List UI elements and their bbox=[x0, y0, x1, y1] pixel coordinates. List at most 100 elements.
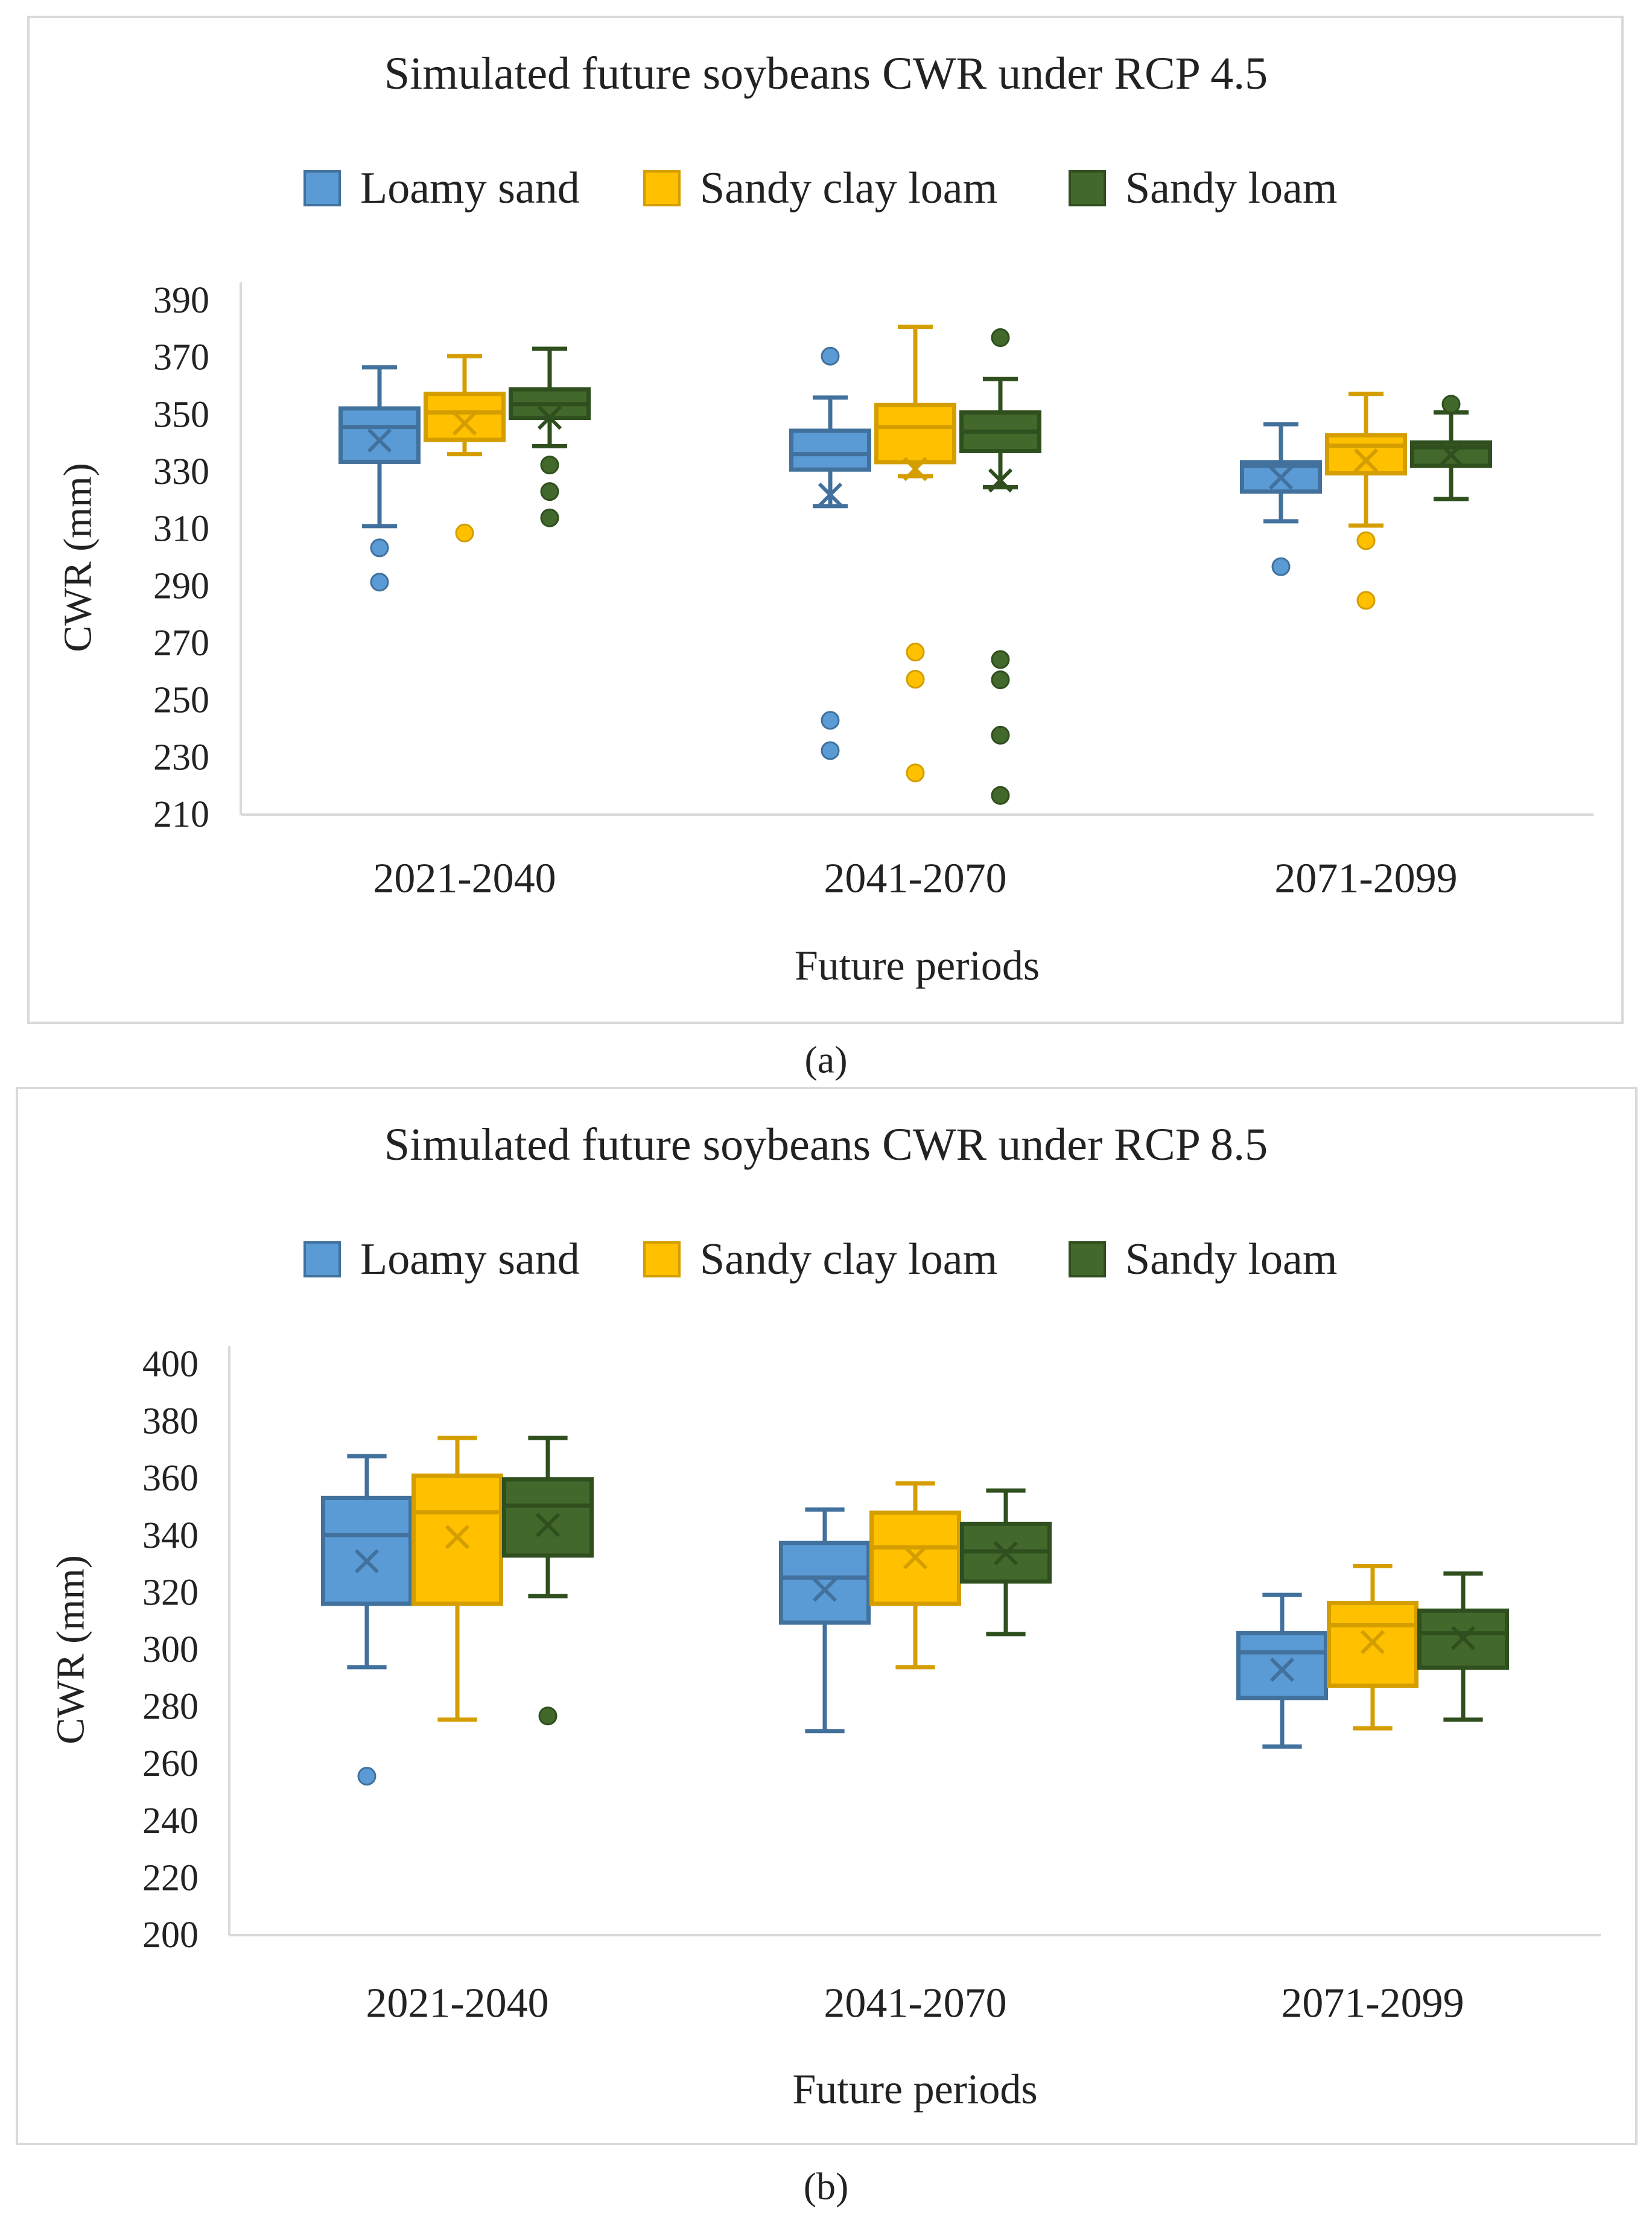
outlier-point bbox=[906, 670, 925, 689]
legend-swatch bbox=[643, 1241, 681, 1277]
x-tick-label: 2021-2040 bbox=[366, 1980, 548, 2027]
box-iqr bbox=[411, 1473, 503, 1606]
legend-swatch bbox=[1069, 170, 1106, 206]
y-tick-label: 340 bbox=[142, 1515, 199, 1556]
mean-marker bbox=[993, 1541, 1018, 1566]
box-sandy-loam-2071-2099 bbox=[1410, 395, 1492, 501]
mean-marker bbox=[1438, 442, 1464, 467]
legend-label: Loamy sand bbox=[360, 164, 580, 213]
outlier-point bbox=[991, 650, 1010, 669]
outlier-point bbox=[370, 538, 389, 558]
mean-marker bbox=[537, 405, 562, 430]
x-tick-label: 2041-2070 bbox=[824, 856, 1006, 902]
x-axis-title: Future periods bbox=[792, 2067, 1037, 2113]
outlier-point bbox=[1271, 557, 1291, 576]
panel-label: (a) bbox=[804, 1038, 847, 1081]
mean-marker bbox=[367, 428, 392, 453]
chart-title: Simulated future soybeans CWR under RCP … bbox=[384, 1119, 1268, 1170]
y-tick-label: 370 bbox=[153, 337, 209, 378]
y-tick-label: 280 bbox=[142, 1687, 199, 1728]
y-tick-label: 200 bbox=[142, 1915, 199, 1956]
x-axis-title: Future periods bbox=[795, 943, 1040, 990]
outlier-point bbox=[821, 741, 840, 760]
box-sandy-loam-2021-2040 bbox=[502, 1436, 594, 1726]
y-tick-label: 210 bbox=[153, 794, 209, 835]
outlier-point bbox=[991, 328, 1010, 348]
mean-marker bbox=[445, 1525, 470, 1550]
chart-frame bbox=[27, 16, 1624, 1024]
y-axis-title: CWR (mm) bbox=[56, 463, 100, 652]
mean-marker bbox=[903, 1545, 928, 1569]
box-sandy-clay-loam-2071-2099 bbox=[1325, 392, 1407, 610]
y-tick-label: 310 bbox=[153, 509, 209, 550]
chart-panel-b: Simulated future soybeans CWR under RCP … bbox=[16, 1087, 1638, 2145]
y-axis-title: CWR (mm) bbox=[49, 1555, 93, 1744]
box-iqr bbox=[424, 392, 506, 442]
outlier-point bbox=[540, 482, 559, 501]
y-tick-label: 260 bbox=[142, 1743, 199, 1784]
box-sandy-clay-loam-2021-2040 bbox=[424, 354, 506, 542]
box-iqr bbox=[779, 1541, 871, 1625]
y-tick-label: 270 bbox=[153, 623, 209, 664]
box-sandy-clay-loam-2021-2040 bbox=[411, 1436, 503, 1722]
legend-label: Sandy clay loam bbox=[700, 1235, 997, 1284]
legend-swatch bbox=[1069, 1241, 1106, 1277]
box-loamy-sand-2021-2040 bbox=[321, 1454, 413, 1786]
outlier-point bbox=[1441, 395, 1461, 414]
y-tick-label: 350 bbox=[153, 394, 209, 435]
chart-panel-a: Simulated future soybeans CWR under RCP … bbox=[27, 16, 1624, 1024]
mean-marker bbox=[1268, 465, 1294, 490]
y-tick-label: 330 bbox=[153, 451, 209, 492]
mean-marker bbox=[988, 468, 1013, 493]
legend-swatch bbox=[303, 1241, 341, 1277]
outlier-point bbox=[991, 725, 1010, 745]
mean-marker bbox=[903, 457, 928, 482]
mean-marker bbox=[535, 1513, 561, 1538]
legend-label: Sandy loam bbox=[1125, 164, 1337, 213]
mean-marker bbox=[1450, 1626, 1476, 1650]
x-tick-label: 2071-2099 bbox=[1281, 1980, 1464, 2027]
y-tick-label: 240 bbox=[142, 1801, 199, 1842]
outlier-point bbox=[821, 711, 840, 730]
mean-marker bbox=[1360, 1630, 1385, 1655]
box-iqr bbox=[1325, 433, 1407, 475]
box-iqr bbox=[502, 1477, 594, 1558]
mean-marker bbox=[452, 411, 477, 436]
box-iqr bbox=[1236, 1631, 1328, 1700]
y-tick-label: 290 bbox=[153, 565, 209, 606]
outlier-point bbox=[1356, 531, 1376, 550]
legend-label: Sandy loam bbox=[1125, 1235, 1337, 1284]
box-iqr bbox=[338, 406, 421, 464]
box-iqr bbox=[321, 1495, 413, 1606]
y-tick-label: 230 bbox=[153, 737, 209, 778]
box-iqr bbox=[874, 402, 956, 465]
y-tick-label: 360 bbox=[142, 1458, 199, 1499]
outlier-point bbox=[906, 643, 925, 662]
outlier-point bbox=[538, 1706, 558, 1726]
y-tick-label: 250 bbox=[153, 680, 209, 721]
box-sandy-clay-loam-2041-2070 bbox=[874, 325, 956, 783]
x-tick-label: 2071-2099 bbox=[1274, 856, 1457, 902]
y-tick-label: 220 bbox=[142, 1857, 199, 1898]
x-tick-label: 2021-2040 bbox=[373, 856, 556, 902]
mean-marker bbox=[1353, 448, 1379, 473]
box-loamy-sand-2041-2070 bbox=[789, 346, 871, 760]
y-tick-label: 390 bbox=[153, 280, 209, 321]
box-iqr bbox=[789, 428, 871, 472]
outlier-point bbox=[357, 1767, 376, 1786]
box-loamy-sand-2041-2070 bbox=[779, 1507, 871, 1734]
legend-swatch bbox=[303, 170, 341, 206]
y-tick-label: 320 bbox=[142, 1572, 199, 1613]
box-loamy-sand-2071-2099 bbox=[1236, 1592, 1328, 1749]
outlier-point bbox=[370, 573, 389, 592]
outlier-point bbox=[906, 763, 925, 783]
box-sandy-loam-2041-2070 bbox=[960, 1488, 1052, 1636]
outlier-point bbox=[540, 456, 559, 475]
box-loamy-sand-2071-2099 bbox=[1240, 422, 1322, 576]
box-sandy-loam-2021-2040 bbox=[509, 346, 591, 527]
chart-title: Simulated future soybeans CWR under RCP … bbox=[384, 48, 1268, 99]
box-sandy-loam-2071-2099 bbox=[1417, 1571, 1509, 1722]
y-tick-label: 400 bbox=[142, 1344, 199, 1385]
mean-marker bbox=[354, 1549, 380, 1574]
